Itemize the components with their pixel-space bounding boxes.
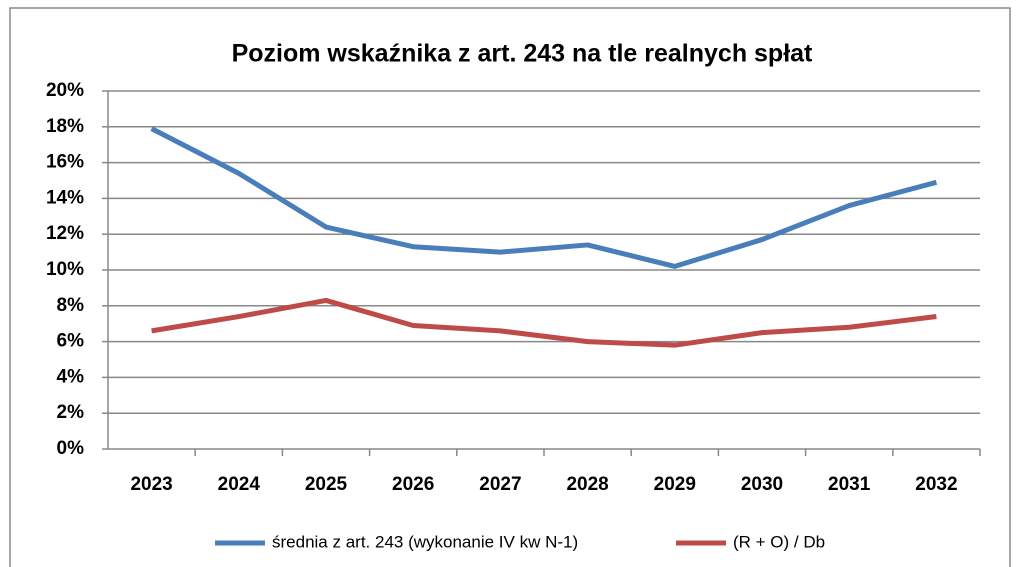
x-tick-label: 2032 [915, 474, 957, 495]
y-tick-label: 14% [46, 187, 84, 208]
legend-label: (R + O) / Db [733, 532, 825, 551]
y-tick-label: 4% [57, 366, 85, 387]
x-tick-label: 2027 [479, 474, 521, 495]
series-line [150, 126, 938, 269]
y-tick-label: 2% [57, 402, 85, 423]
y-tick-label: 20% [46, 80, 84, 101]
chart-frame [9, 7, 1011, 567]
x-tick-label: 2024 [218, 474, 261, 495]
y-tick-label: 16% [46, 152, 84, 173]
x-tick-label: 2029 [654, 474, 696, 495]
series-line [151, 297, 937, 348]
x-tick-label: 2031 [828, 474, 871, 495]
y-tick-label: 0% [57, 438, 85, 459]
x-tick-label: 2030 [741, 474, 783, 495]
y-tick-label: 12% [46, 223, 84, 244]
legend-label: średnia z art. 243 (wykonanie IV kw N-1) [272, 532, 578, 551]
x-tick-label: 2023 [130, 474, 172, 495]
y-tick-label: 6% [57, 331, 85, 352]
y-tick-label: 18% [46, 116, 84, 137]
y-tick-label: 10% [46, 259, 84, 280]
y-tick-label: 8% [57, 295, 85, 316]
x-tick-label: 2028 [566, 474, 608, 495]
x-tick-label: 2025 [305, 474, 348, 495]
chart-title: Poziom wskaźnika z art. 243 na tle realn… [232, 40, 813, 68]
x-tick-label: 2026 [392, 474, 434, 495]
